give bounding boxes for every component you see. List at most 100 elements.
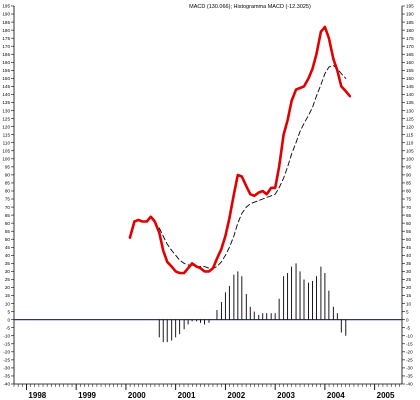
y-tick-label-left: 195 (2, 4, 10, 9)
y-tick-label-right: 10 (406, 301, 412, 306)
y-tick-label-left: 35 (5, 261, 11, 266)
y-tick-label-left: -25 (3, 358, 10, 363)
y-tick-label-left: -20 (3, 350, 10, 355)
y-tick-label-left: 70 (5, 205, 11, 210)
y-tick-label-left: 45 (5, 245, 11, 250)
y-tick-label-right: 190 (406, 12, 414, 17)
y-tick-label-right: 20 (406, 285, 412, 290)
y-tick-label-left: 135 (2, 100, 10, 105)
y-tick-label-left: 40 (5, 253, 11, 258)
y-tick-label-right: -40 (406, 382, 413, 387)
y-tick-label-right: 15 (406, 293, 412, 298)
macd-line-layer (128, 25, 352, 275)
y-tick-label-left: 165 (2, 52, 10, 57)
y-tick-label-right: 115 (406, 132, 414, 137)
y-tick-label-left: -30 (3, 366, 10, 371)
y-tick-label-right: -5 (406, 325, 411, 330)
y-tick-label-left: 180 (2, 28, 10, 33)
y-tick-label-right: 160 (406, 60, 414, 65)
x-year-label: 2001 (178, 391, 196, 400)
y-tick-label-right: 75 (406, 197, 412, 202)
x-year-label: 1998 (28, 391, 46, 400)
y-tick-label-left: 175 (2, 36, 10, 41)
y-tick-label-left: 25 (5, 277, 11, 282)
y-tick-label-right: 105 (406, 148, 414, 153)
y-tick-label-left: 95 (5, 165, 11, 170)
y-tick-label-right: -10 (406, 333, 413, 338)
y-tick-label-right: 130 (406, 108, 414, 113)
signal-line-layer (158, 65, 347, 269)
y-tick-label-right: 140 (406, 92, 414, 97)
y-tick-label-left: 0 (7, 317, 10, 322)
y-tick-label-right: 195 (406, 4, 414, 9)
y-tick-label-right: 90 (406, 173, 412, 178)
y-tick-label-left: 160 (2, 60, 10, 65)
y-tick-label-right: -25 (406, 358, 413, 363)
y-tick-label-left: 30 (5, 269, 11, 274)
macd-line (128, 25, 352, 275)
y-tick-label-left: 170 (2, 44, 10, 49)
y-tick-label-left: 85 (5, 181, 11, 186)
y-tick-label-right: 65 (406, 213, 412, 218)
x-year-label: 2003 (277, 391, 295, 400)
y-tick-label-left: -15 (3, 341, 10, 346)
y-tick-label-right: -30 (406, 366, 413, 371)
y-tick-label-right: 5 (406, 309, 409, 314)
y-tick-label-right: -15 (406, 341, 413, 346)
y-tick-label-left: 75 (5, 197, 11, 202)
histogram-layer (158, 263, 347, 343)
y-tick-label-left: 120 (2, 124, 10, 129)
y-tick-label-right: 185 (406, 20, 414, 25)
y-tick-label-right: 45 (406, 245, 412, 250)
y-tick-label-left: 145 (2, 84, 10, 89)
y-tick-label-left: 20 (5, 285, 11, 290)
y-tick-label-right: 95 (406, 165, 412, 170)
y-tick-label-right: 25 (406, 277, 412, 282)
y-tick-label-left: 140 (2, 92, 10, 97)
x-year-label: 1999 (78, 391, 96, 400)
y-tick-label-right: 40 (406, 253, 412, 258)
y-axis-left: -40 -35 -30 -25 -20 -15 -10 -5 0 5 10 15 20 25 30 35 40 4… (2, 4, 14, 387)
y-tick-label-left: 55 (5, 229, 11, 234)
y-tick-label-left: 65 (5, 213, 11, 218)
y-tick-label-left: 80 (5, 189, 11, 194)
y-tick-label-right: 30 (406, 269, 412, 274)
y-tick-label-right: 180 (406, 28, 414, 33)
y-tick-label-right: 35 (406, 261, 412, 266)
y-tick-label-right: 125 (406, 116, 414, 121)
x-year-label: 2004 (327, 391, 345, 400)
y-tick-label-right: 85 (406, 181, 412, 186)
y-tick-label-right: 70 (406, 205, 412, 210)
y-tick-label-left: 150 (2, 76, 10, 81)
y-tick-label-left: 115 (3, 132, 11, 137)
x-year-label: 2002 (227, 391, 245, 400)
y-tick-label-left: 155 (2, 68, 10, 73)
y-tick-label-right: 170 (406, 44, 414, 49)
y-tick-label-left: 100 (2, 157, 10, 162)
x-axis: 1998 1999 2000 2001 2002 2003 2004 2005 (13, 384, 400, 400)
signal-line (158, 65, 347, 269)
y-axis-right: -40 -35 -30 -25 -20 -15 -10 -5 0 5 10 15 20 25 30 35 40 4… (402, 4, 414, 387)
y-tick-label-right: 135 (406, 100, 414, 105)
y-tick-label-right: 80 (406, 189, 412, 194)
y-tick-label-left: 60 (5, 221, 11, 226)
y-tick-label-left: -35 (3, 374, 10, 379)
y-tick-label-left: 5 (7, 309, 10, 314)
y-tick-label-right: 60 (406, 221, 412, 226)
y-tick-label-right: 0 (406, 317, 409, 322)
y-tick-label-left: 50 (5, 237, 11, 242)
y-tick-label-right: 55 (406, 229, 412, 234)
y-tick-label-right: 120 (406, 124, 414, 129)
y-tick-label-right: 110 (406, 140, 414, 145)
y-tick-label-left: 110 (3, 140, 11, 145)
y-tick-label-right: 145 (406, 84, 414, 89)
y-tick-label-left: 105 (2, 148, 10, 153)
y-tick-label-left: 125 (2, 116, 10, 121)
x-year-label: 2005 (377, 391, 395, 400)
plot-frame (13, 6, 403, 385)
y-tick-label-right: 50 (406, 237, 412, 242)
y-tick-label-left: -40 (3, 382, 10, 387)
y-tick-label-right: 165 (406, 52, 414, 57)
y-tick-label-right: 150 (406, 76, 414, 81)
